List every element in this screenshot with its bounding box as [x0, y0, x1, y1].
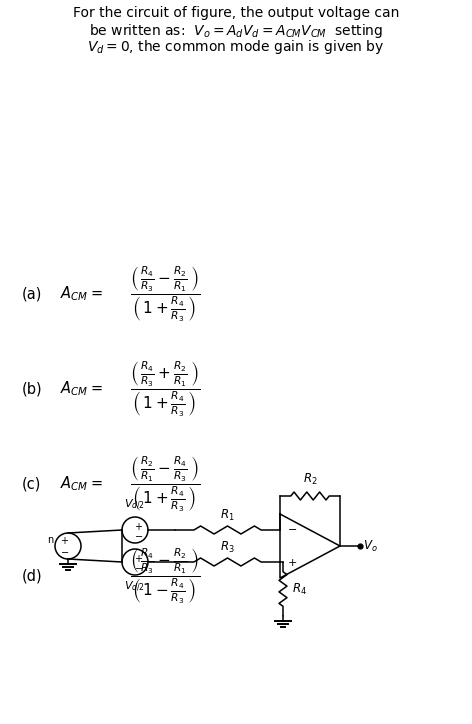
Text: (b): (b)	[22, 382, 42, 397]
Text: (c): (c)	[22, 476, 42, 492]
Text: $\dfrac{\left(\,\frac{R_4}{R_3}-\frac{R_2}{R_1}\,\right)}{\left(\,1-\frac{R_4}{R: $\dfrac{\left(\,\frac{R_4}{R_3}-\frac{R_…	[130, 547, 201, 606]
Text: $-$: $-$	[60, 546, 69, 556]
Text: $R_3$: $R_3$	[220, 540, 235, 555]
Text: n: n	[47, 535, 53, 545]
Text: $V_d = 0$, the common mode gain is given by: $V_d = 0$, the common mode gain is given…	[87, 38, 385, 56]
Text: $\dfrac{\left(\,\frac{R_2}{R_1}-\frac{R_4}{R_3}\,\right)}{\left(\,1+\frac{R_4}{R: $\dfrac{\left(\,\frac{R_2}{R_1}-\frac{R_…	[130, 454, 201, 514]
Text: $R_1$: $R_1$	[220, 508, 235, 523]
Text: $+$: $+$	[135, 521, 143, 531]
Text: $-$: $-$	[287, 523, 297, 533]
Text: be written as:  $V_o = A_d V_d = A_{CM} V_{CM}$  setting: be written as: $V_o = A_d V_d = A_{CM} V…	[89, 22, 383, 40]
Text: $R_2$: $R_2$	[303, 472, 317, 487]
Text: $A_{CM} =$: $A_{CM} =$	[60, 379, 103, 398]
Text: $+$: $+$	[60, 536, 69, 547]
Text: $+$: $+$	[135, 552, 143, 563]
Text: $+$: $+$	[287, 557, 297, 568]
Text: $A_{CM} =$: $A_{CM} =$	[60, 475, 103, 493]
Text: $A_{CM} =$: $A_{CM} =$	[60, 285, 103, 303]
Text: $R_4$: $R_4$	[292, 581, 307, 597]
Text: (d): (d)	[22, 568, 42, 584]
Text: $V_{d/2}$: $V_{d/2}$	[125, 580, 145, 594]
Text: (a): (a)	[22, 287, 42, 301]
Text: $\dfrac{\left(\,\frac{R_4}{R_3}-\frac{R_2}{R_1}\,\right)}{\left(\,1+\frac{R_4}{R: $\dfrac{\left(\,\frac{R_4}{R_3}-\frac{R_…	[130, 264, 201, 324]
Text: For the circuit of figure, the output voltage can: For the circuit of figure, the output vo…	[73, 6, 399, 20]
Text: $V_o$: $V_o$	[363, 539, 378, 554]
Text: $V_{d/2}$: $V_{d/2}$	[125, 498, 145, 512]
Text: $-$: $-$	[135, 530, 143, 540]
Text: $-$: $-$	[135, 562, 143, 572]
Text: $\dfrac{\left(\,\frac{R_4}{R_3}+\frac{R_2}{R_1}\,\right)}{\left(\,1+\frac{R_4}{R: $\dfrac{\left(\,\frac{R_4}{R_3}+\frac{R_…	[130, 359, 201, 418]
